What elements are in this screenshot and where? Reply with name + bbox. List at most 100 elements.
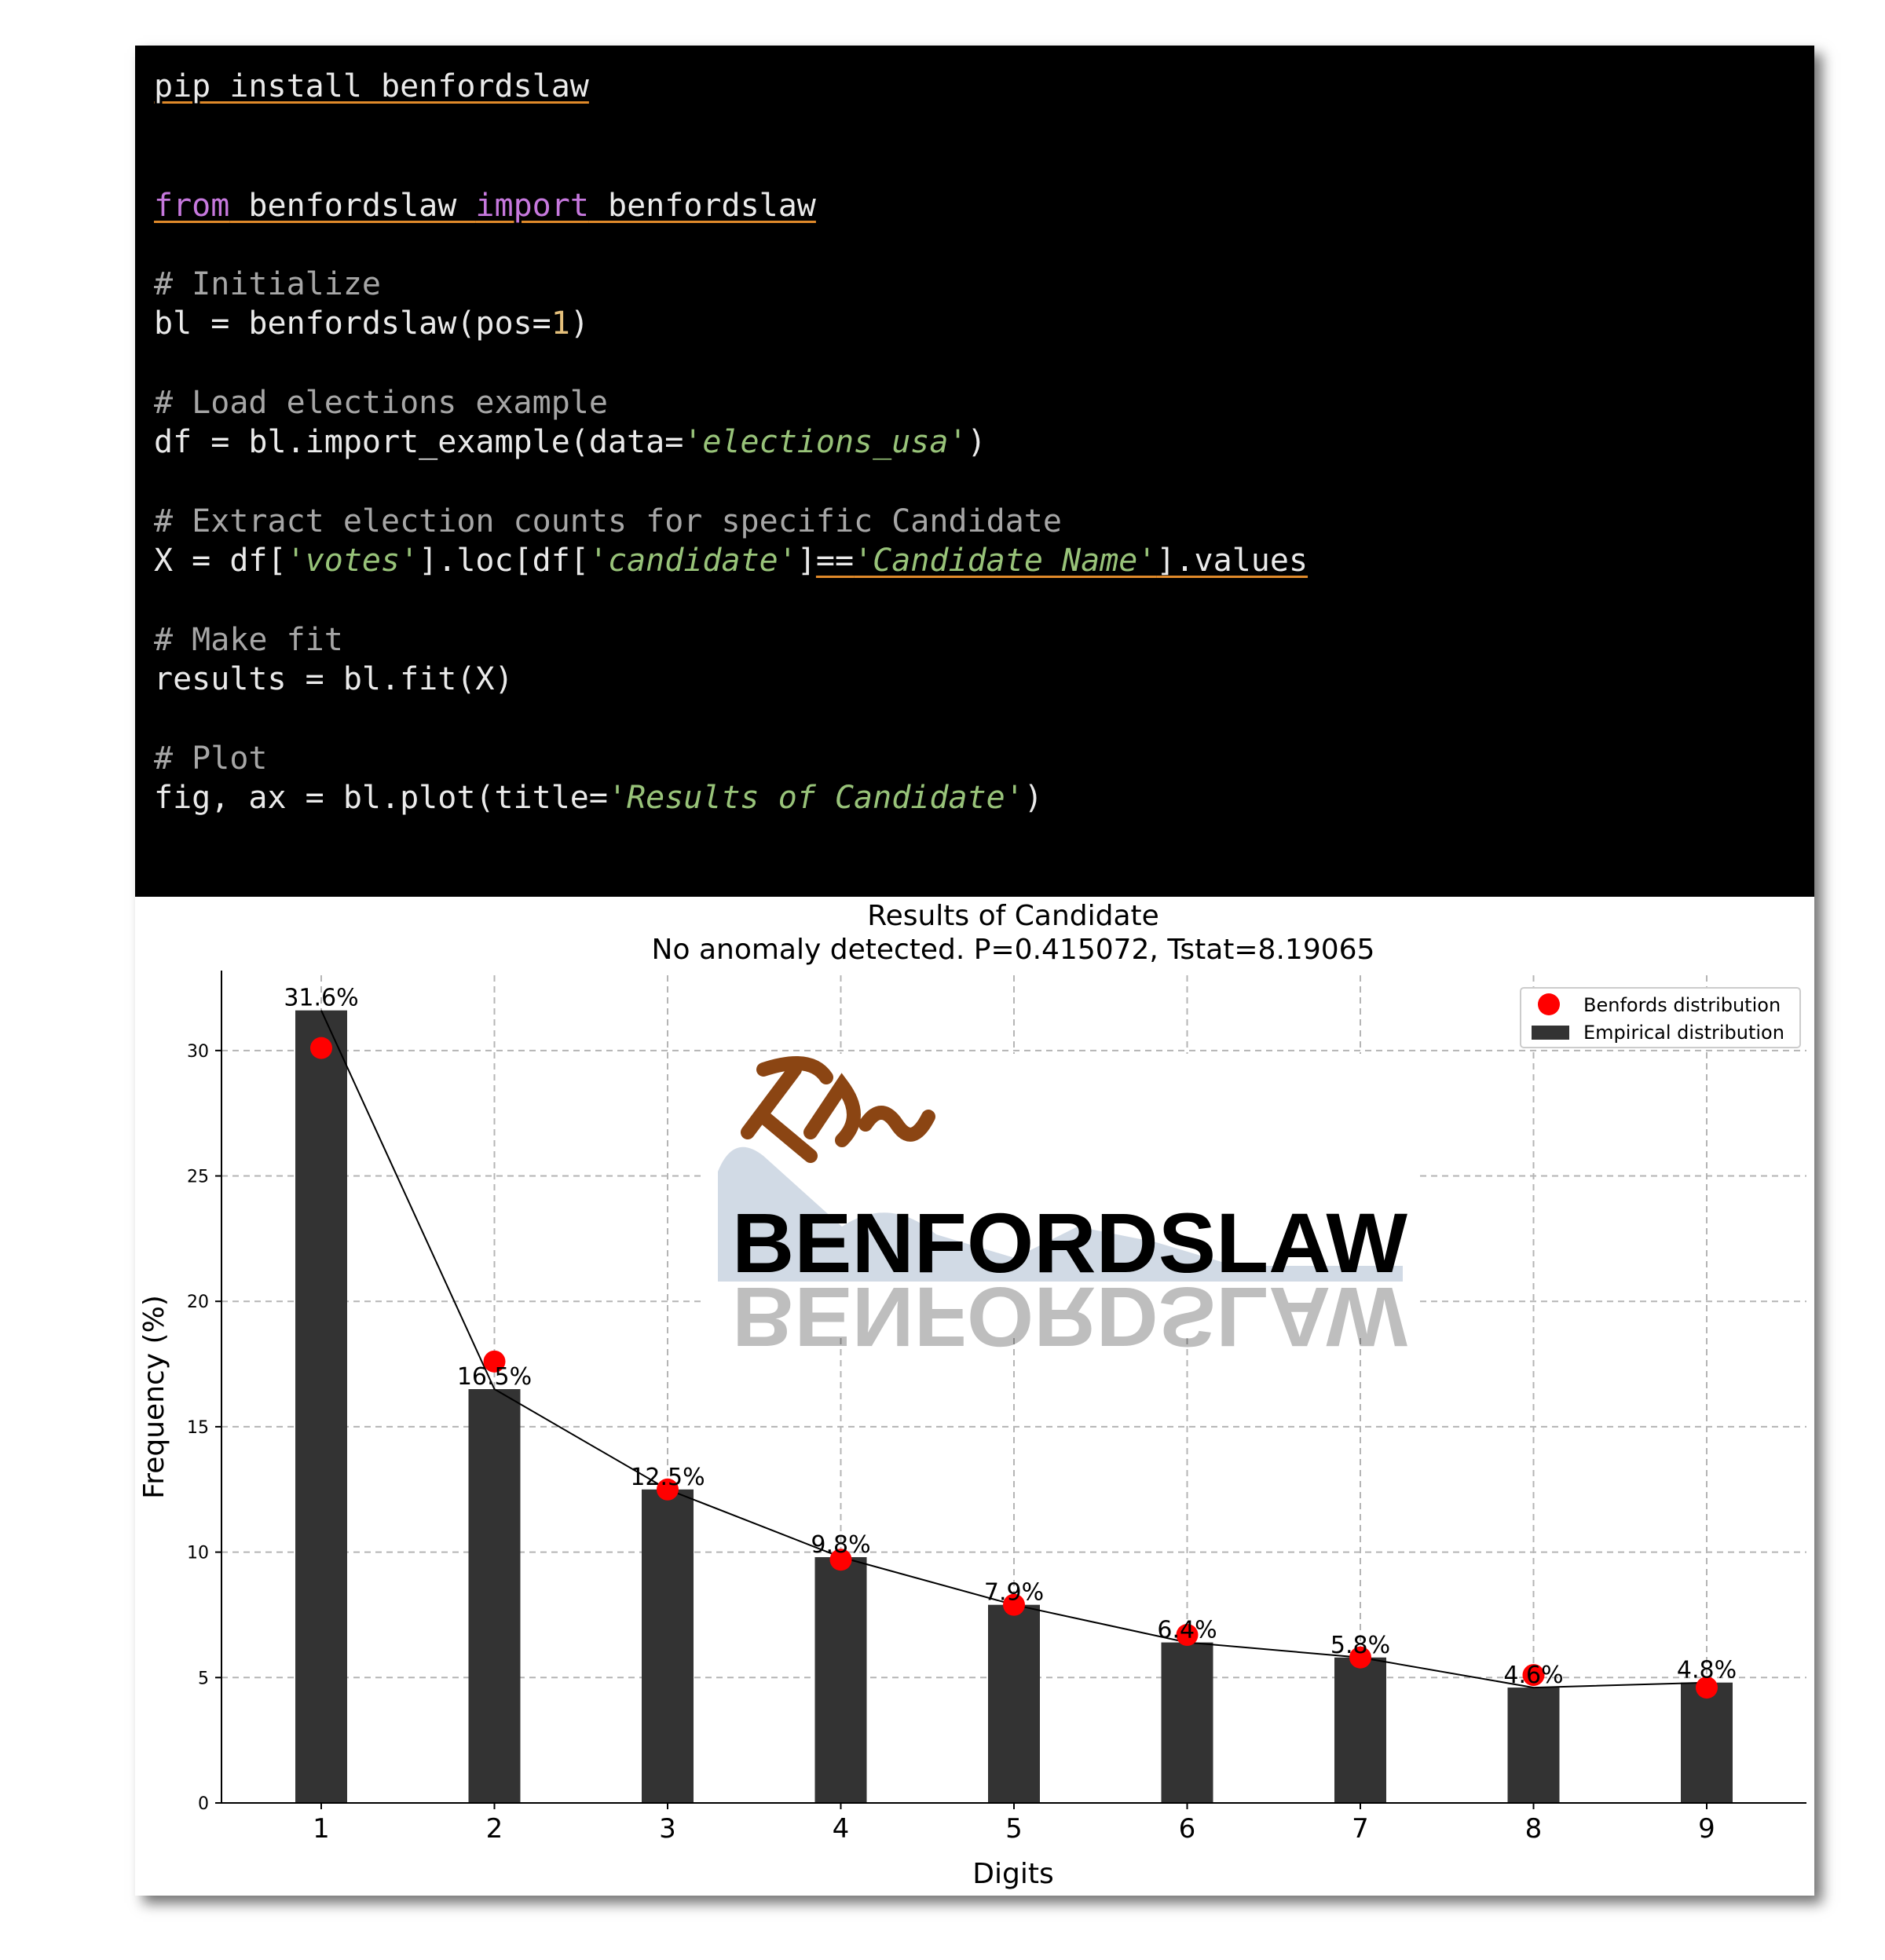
legend-empirical-label: Empirical distribution [1583,1022,1784,1044]
code-token: from [154,188,230,224]
y-tick-label: 30 [187,1042,209,1062]
code-token: # Extract election counts for specific C… [154,503,1062,539]
bar-digit-8 [1507,1688,1560,1803]
y-tick-label: 0 [198,1794,209,1814]
legend-benford-marker [1538,993,1560,1015]
bar-digit-7 [1334,1657,1386,1803]
x-tick-label: 9 [1698,1813,1715,1845]
code-token: 'Candidate Name' [854,543,1157,579]
code-token: fig, ax = bl.plot(title= [154,780,608,816]
chart-subtitle: No anomaly detected. P=0.415072, Tstat=8… [652,934,1375,966]
bar-digit-4 [814,1556,867,1803]
code-line: # Load elections example [154,381,608,425]
bar-label: 4.8% [1677,1657,1737,1684]
code-line: bl = benfordslaw(pos=1) [154,302,589,346]
chart-title: Results of Candidate [867,900,1159,932]
bar-digit-6 [1161,1642,1213,1803]
code-token: == [815,543,855,579]
y-tick-label: 5 [198,1669,209,1688]
legend: Benfords distribution Empirical distribu… [1520,987,1801,1048]
code-line: from benfordslaw import benfordslaw [154,184,816,228]
x-tick-label: 4 [833,1813,850,1845]
code-token: ].values [1156,543,1309,579]
code-token: bl = benfordslaw(pos= [154,305,551,342]
bar-label: 4.6% [1503,1662,1563,1689]
code-line: results = bl.fit(X) [154,657,514,701]
code-token: import [475,188,589,224]
benford-point-digit-7 [1349,1646,1371,1669]
chart-area: BENFORDSLAW BENFORDSLAW 31.6% 16.5% 12.5% 9… [135,897,1814,1896]
benford-point-digit-9 [1696,1677,1718,1699]
code-token: # Plot [154,740,268,777]
bar-digit-5 [988,1604,1040,1803]
logo-wordmark: BENFORDSLAW [732,1195,1407,1290]
legend-empirical-swatch [1532,1026,1569,1040]
y-tick-label: 10 [187,1544,209,1563]
x-tick-label: 3 [659,1813,676,1845]
benford-point-digit-8 [1522,1664,1545,1687]
code-block: pip install benfordslaw from benfordslaw … [135,46,1814,897]
code-token: df = bl.import_example(data= [154,424,684,460]
code-token: X = df[ [154,543,287,579]
y-tick-label: 20 [187,1293,209,1312]
code-token: # Make fit [154,622,343,658]
bar-digit-3 [642,1489,694,1803]
y-tick-label: 15 [187,1418,209,1438]
bar-digit-1 [295,1010,347,1803]
benford-point-digit-3 [657,1478,679,1501]
code-token: # Load elections example [154,385,608,421]
benford-point-digit-1 [310,1037,332,1059]
bar-label: 5.8% [1330,1632,1390,1659]
code-token: 'Results of Candidate' [607,780,1024,816]
y-axis-label: Frequency (%) [138,1295,170,1499]
bar-digit-2 [468,1389,521,1803]
benford-point-digit-6 [1176,1624,1199,1647]
code-line: X = df['votes'].loc[df['candidate']=='Ca… [154,539,1308,583]
code-token: ].loc[df[ [419,543,589,579]
code-token: 'candidate' [588,543,797,579]
code-token: ] [796,543,816,579]
bar-label: 31.6% [284,985,358,1012]
bar-label: 6.4% [1157,1617,1217,1644]
code-token: benfordslaw [588,188,816,224]
code-line: # Make fit [154,618,343,662]
x-tick-label: 7 [1352,1813,1369,1845]
benford-point-digit-5 [1003,1593,1025,1616]
code-token: benfordslaw [229,188,476,224]
code-token: pip install benfordslaw [154,68,589,104]
code-line: df = bl.import_example(data='elections_u… [154,420,986,464]
x-tick-label: 5 [1005,1813,1023,1845]
bar-label: 12.5% [630,1464,705,1491]
chart-text: Results of Candidate No anomaly detected… [138,900,1374,1890]
benford-point-digit-4 [829,1549,852,1571]
x-tick-label: 1 [313,1813,330,1845]
x-axis-label: Digits [972,1858,1053,1890]
legend-benford-label: Benfords distribution [1583,994,1781,1016]
code-token: # Initialize [154,266,381,302]
code-token: 'votes' [286,543,419,579]
bar-label: 7.9% [984,1579,1044,1607]
code-line: # Initialize [154,262,381,306]
x-tick-label: 6 [1179,1813,1196,1845]
y-tick-label: 25 [187,1168,209,1187]
bar-label: 9.8% [811,1531,870,1559]
benfordslaw-logo: BENFORDSLAW BENFORDSLAW [704,1054,1418,1365]
plot-data: 31.6% 16.5% 12.5% 9.8% 7.9% 6.4% 5.8% 4.6% 4.8% [284,985,1737,1803]
benford-chart: BENFORDSLAW BENFORDSLAW 31.6% 16.5% 12.5% 9… [138,900,1806,1890]
code-token: 1 [551,305,570,342]
axes: 0 5 10 15 20 25 30 1 2 3 4 5 6 7 8 9 [187,971,1806,1845]
benford-point-digit-2 [483,1350,506,1373]
code-token: results = bl.fit(X) [154,661,514,697]
logo-reflection: BENFORDSLAW [732,1270,1407,1365]
bar-label: 16.5% [457,1363,532,1391]
bar-digit-9 [1681,1682,1733,1803]
code-line: # Extract election counts for specific C… [154,499,1062,543]
code-token: 'elections_usa' [683,424,968,460]
code-token: ) [569,305,589,342]
code-token: ) [1023,780,1043,816]
x-tick-label: 8 [1525,1813,1543,1845]
x-tick-label: 2 [486,1813,503,1845]
code-line: # Plot [154,737,268,781]
code-line: fig, ax = bl.plot(title='Results of Cand… [154,776,1043,820]
code-line: pip install benfordslaw [154,64,589,108]
